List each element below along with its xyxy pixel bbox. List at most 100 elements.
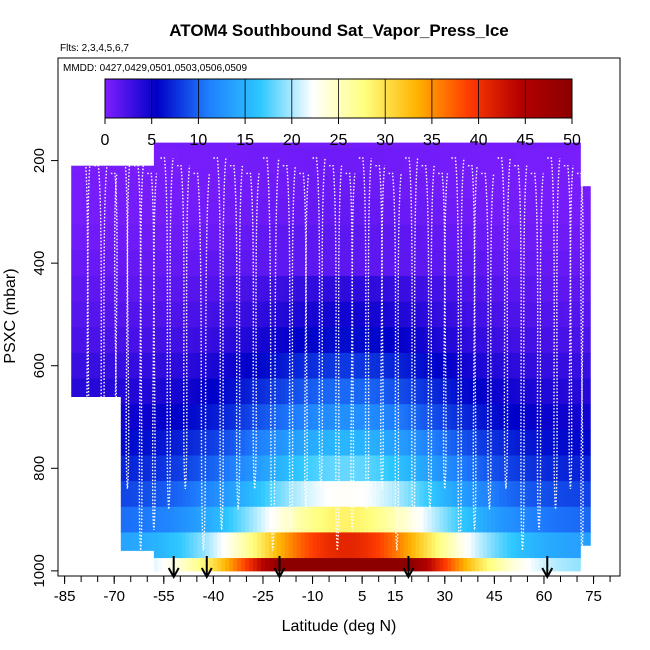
heatmap-cell	[443, 429, 448, 456]
heatmap-cell	[395, 147, 401, 174]
heatmap-cell	[140, 429, 146, 456]
heatmap-cell	[177, 532, 183, 559]
heatmap-cell	[372, 532, 377, 559]
heatmap-cell	[229, 327, 234, 354]
heatmap-cell	[395, 506, 401, 533]
heatmap-cell	[197, 173, 202, 200]
heatmap-cell	[562, 147, 567, 174]
heatmap-cell	[268, 532, 274, 559]
heatmap-cell	[284, 147, 290, 174]
heatmap-cell	[161, 506, 167, 533]
heatmap-cell	[423, 327, 429, 354]
heatmap-cell	[403, 173, 409, 200]
heatmap-cell	[431, 142, 437, 149]
heatmap-cell	[237, 173, 242, 200]
heatmap-cell	[364, 327, 369, 354]
heatmap-cell	[463, 506, 468, 533]
heatmap-cell	[181, 275, 187, 303]
heatmap-cell	[165, 429, 171, 456]
heatmap-cell	[75, 224, 80, 251]
heatmap-cell	[574, 275, 579, 303]
heatmap-cell	[475, 506, 480, 533]
heatmap-cell	[165, 173, 171, 200]
heatmap-cell	[431, 173, 437, 200]
heatmap-cell	[526, 481, 532, 508]
heatmap-cell	[518, 455, 524, 482]
heatmap-cell	[439, 532, 444, 559]
heatmap-cell	[324, 275, 329, 303]
heatmap-cell	[118, 173, 122, 200]
heatmap-cell	[288, 275, 294, 303]
heatmap-cell	[415, 429, 421, 456]
heatmap-cell	[336, 173, 341, 200]
heatmap-cell	[530, 199, 536, 226]
heatmap-cell	[213, 481, 218, 508]
heatmap-cell	[554, 147, 560, 174]
heatmap-cell	[152, 455, 155, 482]
heatmap-cell	[352, 327, 357, 354]
heatmap-cell	[237, 224, 242, 251]
heatmap-cell	[574, 327, 579, 354]
heatmap-cell	[588, 455, 591, 482]
heatmap-cell	[316, 301, 321, 328]
heatmap-cell	[483, 455, 488, 482]
heatmap-cell	[463, 429, 468, 456]
heatmap-cell	[383, 142, 389, 149]
heatmap-cell	[241, 250, 246, 277]
heatmap-cell	[360, 199, 365, 226]
heatmap-cell	[79, 199, 84, 226]
heatmap-cell	[193, 404, 199, 431]
heatmap-cell	[237, 558, 242, 572]
heatmap-cell	[292, 481, 298, 508]
heatmap-cell	[152, 173, 155, 200]
heatmap-cell	[213, 532, 218, 559]
heatmap-cell	[550, 301, 556, 328]
heatmap-cell	[578, 147, 581, 174]
heatmap-cell	[443, 301, 448, 328]
heatmap-cell	[312, 404, 318, 431]
heatmap-cell	[157, 327, 163, 354]
heatmap-cell	[491, 532, 496, 559]
heatmap-cell	[292, 455, 298, 482]
heatmap-cell	[132, 404, 138, 431]
heatmap-cell	[431, 199, 437, 226]
heatmap-cell	[136, 199, 142, 226]
heatmap-cell	[91, 378, 96, 397]
heatmap-cell	[348, 142, 353, 149]
heatmap-cell	[578, 275, 581, 303]
heatmap-cell	[233, 275, 238, 303]
heatmap-cell	[284, 224, 290, 251]
heatmap-cell	[83, 275, 88, 303]
heatmap-cell	[372, 301, 377, 328]
heatmap-cell	[502, 173, 508, 200]
heatmap-cell	[344, 224, 349, 251]
heatmap-cell	[136, 532, 142, 551]
heatmap-cell	[510, 481, 516, 508]
heatmap-cell	[471, 224, 476, 251]
heatmap-cell	[411, 378, 417, 405]
heatmap-cell	[487, 558, 492, 572]
heatmap-cell	[197, 147, 202, 174]
heatmap-cell	[463, 481, 468, 508]
heatmap-cell	[542, 352, 548, 380]
x-tick-label: 45	[486, 588, 503, 605]
heatmap-cell	[546, 532, 552, 559]
heatmap-cell	[98, 378, 104, 397]
heatmap-cell	[518, 199, 524, 226]
heatmap-cell	[332, 506, 337, 533]
heatmap-cell	[205, 481, 210, 508]
heatmap-cell	[467, 142, 472, 149]
heatmap-cell	[197, 532, 202, 559]
heatmap-cell	[276, 199, 282, 226]
heatmap-cell	[205, 429, 210, 456]
heatmap-cell	[173, 250, 179, 277]
heatmap-cell	[566, 532, 571, 559]
y-tick-label: 1000	[31, 554, 48, 587]
heatmap-cell	[522, 558, 528, 572]
heatmap-cell	[189, 532, 195, 559]
heatmap-cell	[423, 199, 429, 226]
heatmap-cell	[415, 506, 421, 533]
heatmap-cell	[148, 301, 154, 328]
heatmap-cell	[106, 173, 112, 200]
heatmap-cell	[165, 199, 171, 226]
